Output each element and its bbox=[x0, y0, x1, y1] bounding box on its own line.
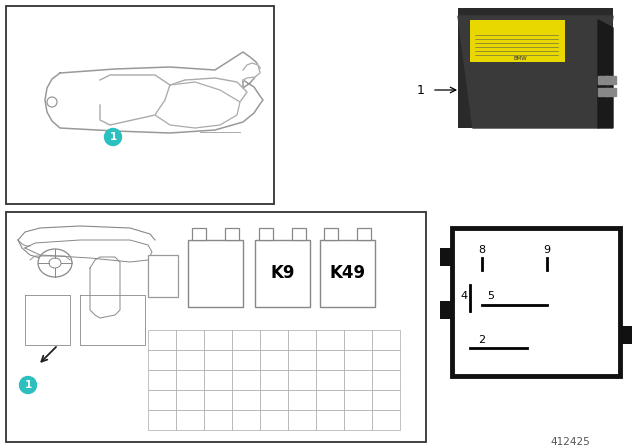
Bar bbox=[148, 390, 176, 410]
Bar bbox=[232, 370, 260, 390]
Bar bbox=[288, 370, 316, 390]
Ellipse shape bbox=[38, 249, 72, 277]
Bar bbox=[260, 410, 288, 430]
Bar bbox=[606, 76, 616, 84]
Bar bbox=[344, 410, 372, 430]
Bar bbox=[192, 228, 206, 240]
Bar bbox=[148, 255, 178, 297]
Bar bbox=[452, 228, 620, 376]
Text: 8: 8 bbox=[479, 245, 486, 255]
Polygon shape bbox=[598, 20, 613, 128]
Polygon shape bbox=[155, 82, 240, 128]
Bar bbox=[598, 76, 608, 84]
Polygon shape bbox=[243, 63, 260, 80]
Bar bbox=[232, 330, 260, 350]
Bar bbox=[232, 350, 260, 370]
Bar bbox=[344, 350, 372, 370]
Bar bbox=[288, 390, 316, 410]
Bar bbox=[316, 390, 344, 410]
Bar bbox=[204, 390, 232, 410]
Bar bbox=[288, 330, 316, 350]
Bar bbox=[288, 350, 316, 370]
Circle shape bbox=[19, 376, 36, 393]
Bar bbox=[344, 330, 372, 350]
Text: 4: 4 bbox=[460, 291, 468, 301]
Bar bbox=[598, 88, 608, 96]
Bar bbox=[176, 330, 204, 350]
Bar bbox=[344, 370, 372, 390]
Bar bbox=[204, 350, 232, 370]
Bar bbox=[176, 370, 204, 390]
Bar bbox=[255, 240, 310, 307]
Bar bbox=[606, 88, 616, 96]
Bar bbox=[259, 228, 273, 240]
Bar bbox=[204, 370, 232, 390]
Text: 2: 2 bbox=[479, 335, 486, 345]
Text: 5: 5 bbox=[487, 291, 494, 301]
Bar bbox=[232, 390, 260, 410]
Bar bbox=[372, 370, 400, 390]
Polygon shape bbox=[458, 16, 613, 128]
Bar bbox=[232, 410, 260, 430]
Bar bbox=[458, 8, 613, 128]
Bar bbox=[6, 212, 426, 442]
Text: 9: 9 bbox=[543, 245, 550, 255]
Bar bbox=[260, 390, 288, 410]
Bar bbox=[324, 228, 338, 240]
Text: 1: 1 bbox=[109, 132, 116, 142]
Bar bbox=[225, 228, 239, 240]
Bar bbox=[316, 410, 344, 430]
Text: K49: K49 bbox=[330, 264, 365, 283]
Bar bbox=[292, 228, 306, 240]
Bar bbox=[176, 390, 204, 410]
Bar bbox=[260, 370, 288, 390]
Bar bbox=[260, 350, 288, 370]
Text: 412425: 412425 bbox=[550, 437, 590, 447]
Bar bbox=[372, 390, 400, 410]
Bar bbox=[148, 330, 176, 350]
Text: K9: K9 bbox=[270, 264, 295, 283]
Bar bbox=[470, 20, 565, 62]
Circle shape bbox=[104, 129, 122, 146]
Bar bbox=[204, 330, 232, 350]
Bar bbox=[372, 410, 400, 430]
Bar bbox=[260, 330, 288, 350]
Bar bbox=[316, 350, 344, 370]
Bar bbox=[176, 410, 204, 430]
Bar bbox=[204, 410, 232, 430]
Text: BMW: BMW bbox=[513, 56, 527, 60]
Bar bbox=[440, 248, 452, 266]
Bar bbox=[344, 390, 372, 410]
Bar bbox=[372, 330, 400, 350]
Circle shape bbox=[47, 97, 57, 107]
Bar bbox=[288, 410, 316, 430]
Bar bbox=[316, 330, 344, 350]
Bar bbox=[316, 370, 344, 390]
Text: 1: 1 bbox=[417, 83, 425, 96]
Bar bbox=[372, 350, 400, 370]
Text: 1: 1 bbox=[24, 380, 31, 390]
Bar bbox=[188, 240, 243, 307]
Bar bbox=[440, 301, 452, 319]
Bar bbox=[176, 350, 204, 370]
Bar bbox=[148, 410, 176, 430]
Bar bbox=[620, 326, 632, 344]
Bar bbox=[148, 350, 176, 370]
Ellipse shape bbox=[49, 258, 61, 268]
Bar bbox=[320, 240, 375, 307]
Bar bbox=[148, 370, 176, 390]
Bar bbox=[6, 6, 274, 204]
Bar bbox=[357, 228, 371, 240]
